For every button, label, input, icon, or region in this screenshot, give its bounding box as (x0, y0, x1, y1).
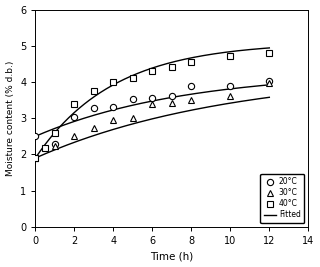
20°C (189, 85, 193, 88)
40°C (228, 54, 232, 57)
20°C (53, 143, 57, 146)
Line: 20°C: 20°C (32, 78, 272, 147)
Line: 30°C: 30°C (32, 80, 272, 161)
40°C (131, 77, 135, 80)
20°C (92, 107, 96, 110)
40°C (268, 52, 271, 55)
40°C (170, 65, 174, 68)
40°C (92, 89, 96, 93)
20°C (131, 98, 135, 101)
40°C (150, 69, 154, 73)
20°C (111, 106, 115, 109)
Y-axis label: Moisture content (% d.b.): Moisture content (% d.b.) (5, 61, 14, 176)
30°C (92, 127, 96, 130)
20°C (72, 116, 76, 119)
20°C (34, 135, 37, 138)
30°C (268, 81, 271, 84)
40°C (111, 80, 115, 84)
30°C (34, 156, 37, 160)
20°C (228, 84, 232, 87)
40°C (72, 103, 76, 106)
40°C (34, 156, 37, 160)
30°C (72, 134, 76, 137)
20°C (268, 80, 271, 83)
X-axis label: Time (h): Time (h) (150, 252, 194, 261)
20°C (170, 95, 174, 98)
40°C (53, 132, 57, 135)
40°C (189, 60, 193, 64)
30°C (228, 95, 232, 98)
30°C (53, 145, 57, 148)
30°C (189, 99, 193, 102)
Legend: 20°C, 30°C, 40°C, Fitted: 20°C, 30°C, 40°C, Fitted (260, 174, 305, 223)
30°C (150, 103, 154, 106)
20°C (150, 97, 154, 100)
30°C (170, 101, 174, 105)
40°C (43, 146, 47, 150)
Line: 40°C: 40°C (32, 50, 272, 161)
30°C (111, 119, 115, 122)
30°C (131, 117, 135, 120)
